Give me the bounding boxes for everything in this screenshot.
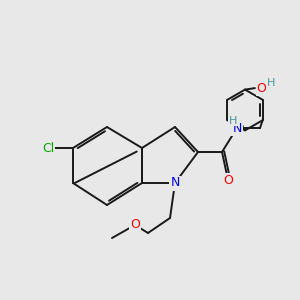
Text: N: N [232,122,242,134]
Text: H: H [229,116,238,125]
Text: O: O [130,218,140,232]
Text: Cl: Cl [42,142,54,154]
Text: H: H [267,78,275,88]
Text: N: N [170,176,180,190]
Text: O: O [223,173,233,187]
Text: O: O [256,82,266,94]
